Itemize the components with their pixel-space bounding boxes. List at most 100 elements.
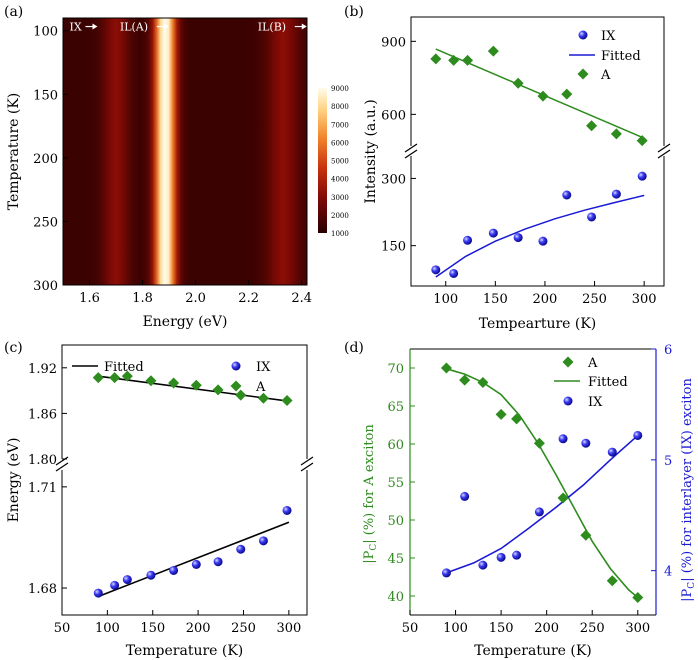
y-axis-label: Energy (eV) [6,438,22,523]
x-axis-label: Temperature (K) [126,643,244,659]
data-point-ix [488,228,498,238]
annotation-arrowhead [163,23,169,30]
y-axis-label-left: |PC| (%) for A exciton [362,424,379,564]
y-tick-label-left: 55 [387,476,404,491]
x-tick-label: 100 [443,621,468,636]
panel-d: (d)50 100 150 200 250 30040455055606570456Tem… [344,340,697,659]
colorbar-tick-label: 4000 [331,176,349,184]
y-tick-label-left: 50 [387,514,404,529]
y-axis-label-subscript: C [369,544,379,551]
colorbar-tick-label: 8000 [331,103,349,111]
colorbar-tick-label: 6000 [331,139,349,147]
colorbar-tick-label: 5000 [331,158,349,166]
panel-label: (a) [4,4,23,20]
plot-frame [62,17,308,286]
data-point-a [440,362,452,374]
y-tick-label-left: 65 [387,400,404,415]
axis-break-mark [300,456,314,466]
legend-marker-a [577,68,589,80]
legend-label: A [600,68,611,83]
y-axis-label-right: |PC| (%) for interlayer (IX) exciton [680,378,697,602]
panel-a: (a) 1.6 1.8 2.0 2.2 2.4 100 150 200 250 300 Energy … [4,4,349,330]
annotation-arrowhead [92,23,98,30]
data-point-a [448,54,460,66]
x-tick-label: 200 [534,621,559,636]
x-tick-label: 1.6 [79,291,100,306]
data-point-a [636,135,648,147]
y-axis-label-part: | (%) for A exciton [362,424,377,544]
data-point-a [121,370,133,382]
axis-break-mark [657,149,671,159]
data-point-ix [169,565,179,575]
data-point-ix [558,434,568,444]
y-tick-label: 300 [33,279,58,294]
y-tick-label-left: 60 [387,438,404,453]
axis-break-mark [404,143,418,153]
y-tick-label-right: 5 [664,454,672,469]
x-tick-label: 250 [580,621,605,636]
data-point-ix [562,190,572,200]
axis-break-mark [55,456,69,466]
data-point-a [145,375,157,387]
x-tick-label: 200 [186,621,211,636]
colorbar-tick-label: 7000 [331,121,349,129]
colorbar-tick-label: 3000 [331,194,349,202]
x-tick-label: 150 [483,292,508,307]
x-tick-label: 150 [140,621,165,636]
y-tick-label: 150 [33,88,58,103]
axis-break-mark [404,149,418,159]
y-axis-label: Temperature (K) [6,93,22,211]
axis-break-mark [300,462,314,472]
panel-label: (c) [4,340,23,356]
x-tick-label: 300 [632,292,657,307]
legend-label: A [587,356,598,371]
data-point-a [487,45,499,57]
data-point-a [586,120,598,132]
axis-break-mark [657,143,671,153]
data-point-a [212,384,224,396]
y-axis-label-part: |P [362,550,377,563]
legend-label: IX [601,29,616,44]
legend-label: IX [256,360,271,375]
data-point-ix [93,588,103,598]
data-point-a [459,374,471,386]
panel-label: (d) [344,340,364,356]
x-tick-label: 100 [95,621,120,636]
y-tick-label: 100 [33,25,58,40]
colorbar [318,88,327,233]
y-tick-label: 200 [33,152,58,167]
data-point-ix [449,268,459,278]
x-axis-label: Temperature (K) [474,643,592,659]
data-point-a [606,575,618,587]
data-point-ix [213,557,223,567]
x-tick-label: 150 [489,621,514,636]
data-point-ix [122,575,132,585]
plot-frame [61,344,308,616]
y-tick-label: 1.86 [28,407,57,422]
data-point-ix [431,265,441,275]
data-point-a [512,77,524,89]
y-tick-label: 1.68 [28,582,57,597]
data-point-a [533,437,545,449]
data-point-ix [463,235,473,245]
data-point-a [477,376,489,388]
data-point-ix [460,491,470,501]
x-tick-label: 50 [54,621,71,636]
y-axis-label-part: | (%) for interlayer (IX) exciton [680,378,695,582]
axis-break-mark [55,462,69,472]
data-point-a [430,53,442,65]
data-point-a [537,90,549,102]
annotation-arrowhead [301,23,307,30]
data-point-a [561,88,573,100]
data-point-ix [282,505,292,515]
y-tick-label: 1.71 [28,481,57,496]
data-point-a [190,379,202,391]
fit-line-ix [446,434,639,574]
axis-break-gap [407,146,668,156]
y-tick-label-right: 6 [664,343,672,358]
x-tick-label: 2.2 [238,291,259,306]
data-point-a [168,377,180,389]
data-point-a [281,394,293,406]
y-axis-label: Intensity (a.u.) [363,99,379,203]
y-tick-label-left: 70 [387,362,404,377]
